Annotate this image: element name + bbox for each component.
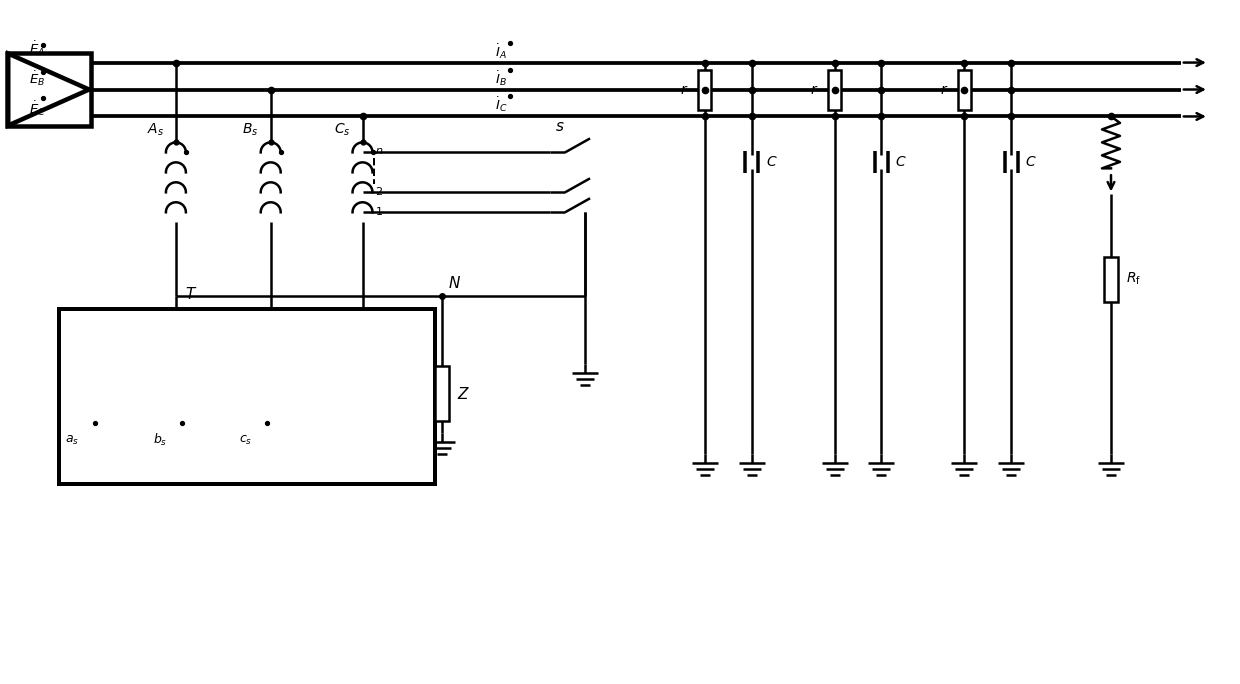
- Text: $A_s$: $A_s$: [146, 122, 164, 138]
- Text: $\dot{I}_B$: $\dot{I}_B$: [495, 69, 507, 88]
- Text: $C$: $C$: [1025, 155, 1037, 170]
- Text: $r$: $r$: [940, 83, 949, 97]
- Text: $C$: $C$: [895, 155, 908, 170]
- Bar: [1104, 256, 1118, 302]
- Text: $\dot{I}_A$: $\dot{I}_A$: [495, 42, 507, 61]
- Text: $C_s$: $C_s$: [334, 122, 351, 138]
- Text: $c_s$: $c_s$: [238, 434, 252, 447]
- Text: $\dot{I}_C$: $\dot{I}_C$: [495, 96, 507, 114]
- Bar: [7, 53, 91, 127]
- Bar: [698, 70, 712, 110]
- Text: $\dot{E}_A$: $\dot{E}_A$: [30, 39, 46, 57]
- Text: $a_s$: $a_s$: [64, 434, 79, 447]
- Text: $N$: $N$: [449, 275, 461, 291]
- Text: $1$: $1$: [376, 205, 383, 218]
- Text: $2$: $2$: [376, 185, 383, 197]
- Bar: [60, 309, 435, 484]
- Text: $\dot{E}_B$: $\dot{E}_B$: [30, 69, 46, 88]
- Text: $b_s$: $b_s$: [153, 432, 167, 448]
- Text: $C$: $C$: [766, 155, 777, 170]
- Text: $Z$: $Z$: [458, 386, 470, 402]
- Text: $r$: $r$: [810, 83, 818, 97]
- Text: $n$: $n$: [376, 146, 384, 157]
- Text: $\dot{E}_C$: $\dot{E}_C$: [30, 100, 46, 118]
- Text: $s$: $s$: [556, 120, 564, 135]
- Bar: [828, 70, 841, 110]
- Text: $r$: $r$: [681, 83, 689, 97]
- Text: $T$: $T$: [185, 286, 197, 302]
- Text: $R_\mathrm{f}$: $R_\mathrm{f}$: [1126, 271, 1141, 287]
- Bar: [957, 70, 971, 110]
- Bar: [435, 367, 449, 421]
- Text: $B_s$: $B_s$: [242, 122, 259, 138]
